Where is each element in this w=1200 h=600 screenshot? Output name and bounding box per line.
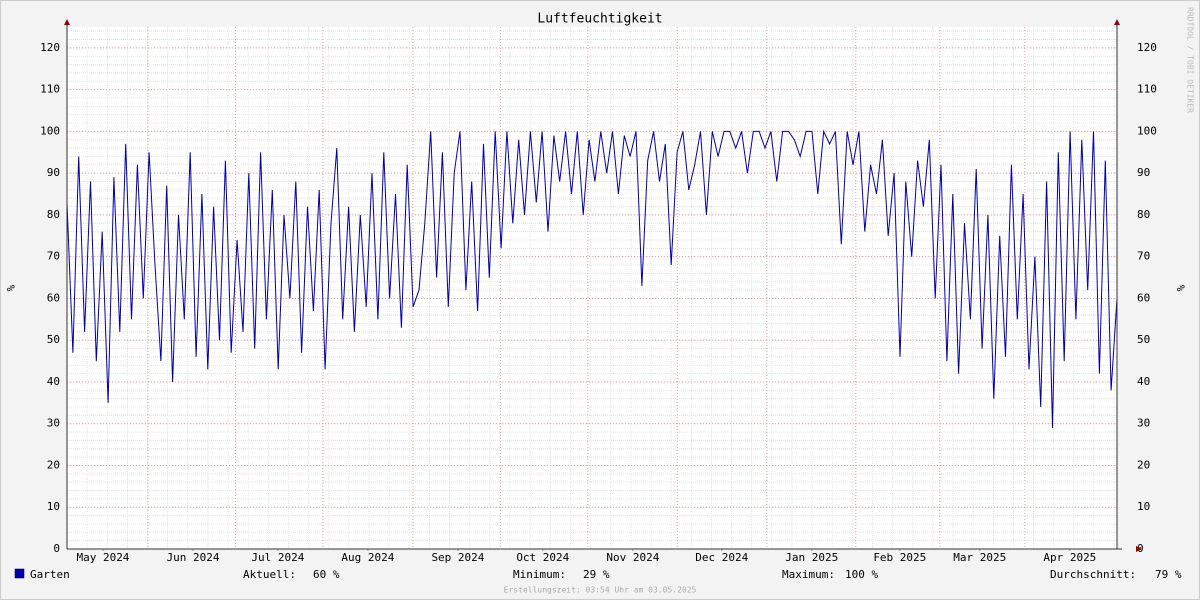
x-tick-label: Aug 2024 bbox=[341, 551, 394, 564]
y-tick-label: 30 bbox=[47, 417, 60, 430]
y-axis-label: % bbox=[4, 285, 17, 292]
stat-label: Durchschnitt: bbox=[1050, 568, 1136, 581]
y2-tick-label: 30 bbox=[1137, 417, 1150, 430]
y-tick-label: 40 bbox=[47, 375, 60, 388]
stat-value: 60 % bbox=[313, 568, 340, 581]
x-tick-label: Feb 2025 bbox=[873, 551, 926, 564]
y-tick-label: 80 bbox=[47, 208, 60, 221]
x-tick-label: Nov 2024 bbox=[606, 551, 659, 564]
stat-label: Maximum: bbox=[782, 568, 835, 581]
y-tick-label: 120 bbox=[40, 41, 60, 54]
footer: Erstellungszeit: 03:54 Uhr am 03.05.2025 bbox=[504, 586, 697, 595]
x-tick-label: May 2024 bbox=[76, 551, 129, 564]
y-tick-label: 60 bbox=[47, 291, 60, 304]
arrow bbox=[64, 19, 70, 25]
stat-label: Aktuell: bbox=[243, 568, 296, 581]
y2-tick-label: 50 bbox=[1137, 333, 1150, 346]
y-tick-label: 20 bbox=[47, 458, 60, 471]
x-tick-label: Mar 2025 bbox=[953, 551, 1006, 564]
y-tick-label: 110 bbox=[40, 83, 60, 96]
legend-swatch bbox=[14, 568, 25, 579]
stat-label: Minimum: bbox=[513, 568, 566, 581]
y2-tick-label: 10 bbox=[1137, 500, 1150, 513]
x-tick-label: Jan 2025 bbox=[785, 551, 838, 564]
stat-value: 100 % bbox=[845, 568, 878, 581]
y-tick-label: 70 bbox=[47, 250, 60, 263]
y-tick-label: 10 bbox=[47, 500, 60, 513]
y-tick-label: 0 bbox=[53, 542, 60, 555]
stat-value: 79 % bbox=[1155, 568, 1182, 581]
x-tick-label: Jul 2024 bbox=[251, 551, 304, 564]
y2-axis-label: % bbox=[1174, 285, 1187, 292]
y2-tick-label: 110 bbox=[1137, 83, 1157, 96]
x-tick-label: Jun 2024 bbox=[167, 551, 220, 564]
chart-title: Luftfeuchtigkeit bbox=[537, 12, 662, 27]
y-tick-label: 90 bbox=[47, 166, 60, 179]
y2-tick-label: 20 bbox=[1137, 458, 1150, 471]
x-tick-label: Dec 2024 bbox=[695, 551, 748, 564]
y2-tick-label: 80 bbox=[1137, 208, 1150, 221]
y-tick-label: 50 bbox=[47, 333, 60, 346]
y2-tick-label: 70 bbox=[1137, 250, 1150, 263]
plot-area bbox=[67, 27, 1117, 549]
y2-tick-label: 90 bbox=[1137, 166, 1150, 179]
x-tick-label: Sep 2024 bbox=[431, 551, 484, 564]
y2-tick-label: 120 bbox=[1137, 41, 1157, 54]
line bbox=[66, 129, 1118, 428]
y2-tick-label: 60 bbox=[1137, 291, 1150, 304]
y2-tick-label: 100 bbox=[1137, 124, 1157, 137]
arrow bbox=[1136, 546, 1142, 552]
y2-tick-label: 40 bbox=[1137, 375, 1150, 388]
stat-value: 29 % bbox=[583, 568, 610, 581]
x-tick-label: Apr 2025 bbox=[1043, 551, 1096, 564]
y-tick-label: 100 bbox=[40, 124, 60, 137]
arrow bbox=[1114, 19, 1120, 25]
legend-label: Garten bbox=[30, 568, 70, 581]
watermark: RRDTOOL / TOBI OETIKER bbox=[1186, 7, 1195, 113]
x-tick-label: Oct 2024 bbox=[516, 551, 569, 564]
